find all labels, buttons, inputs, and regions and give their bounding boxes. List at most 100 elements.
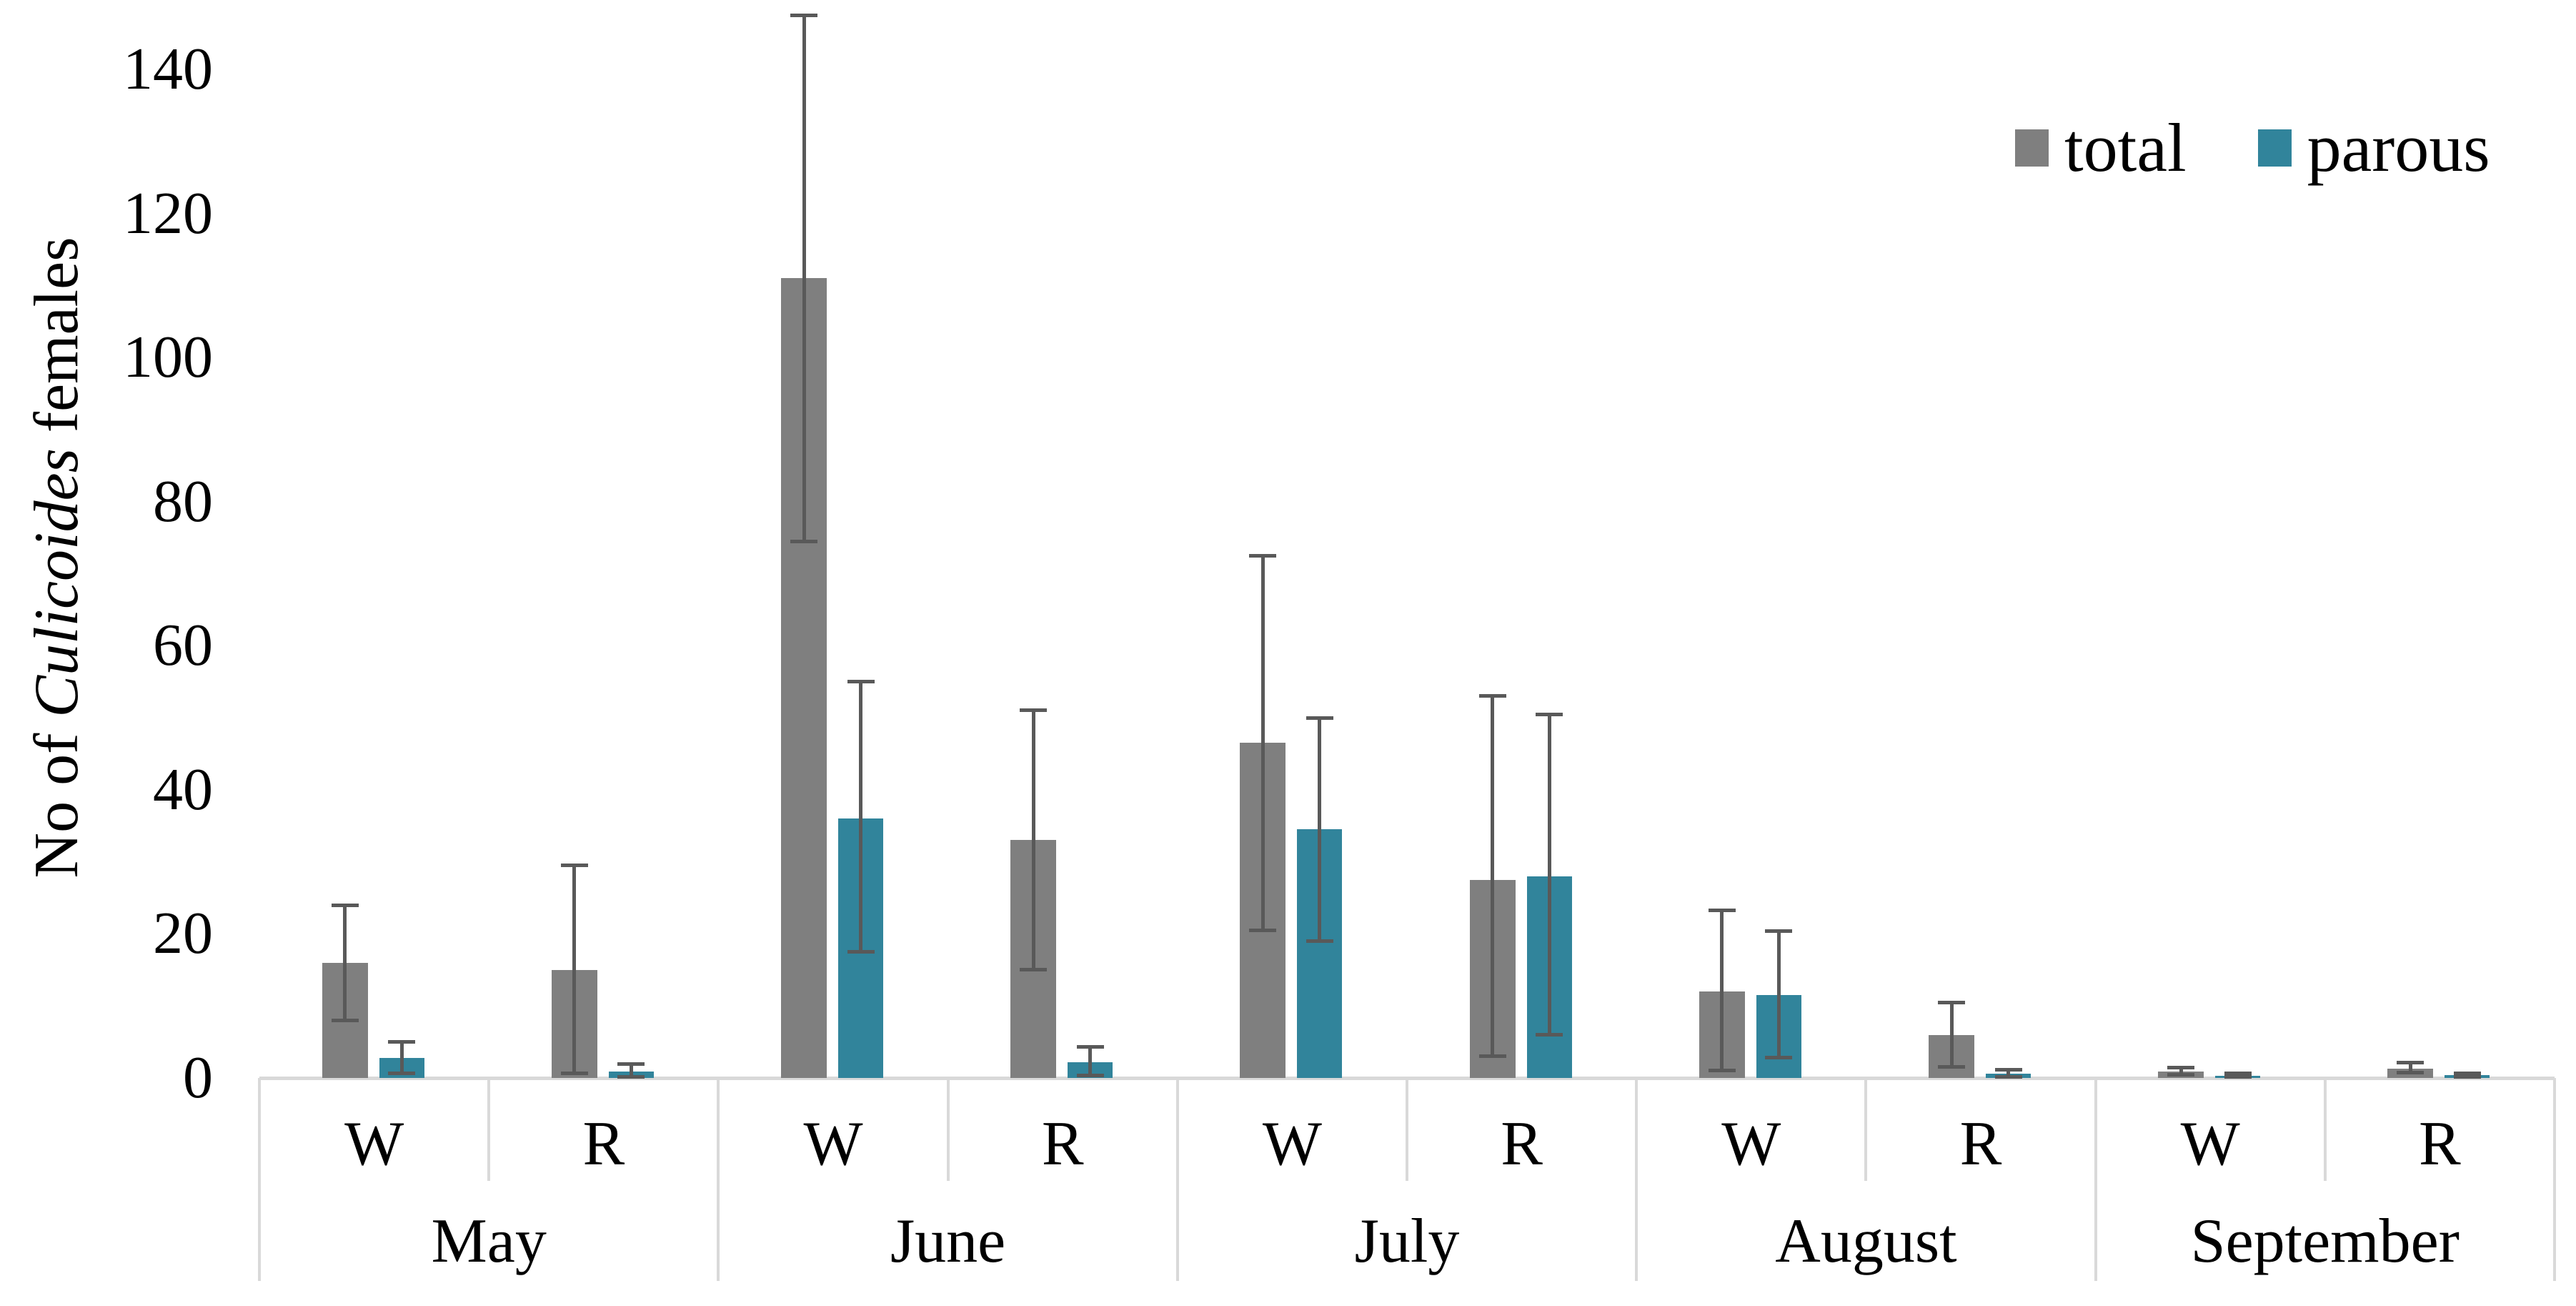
- error-bar-cap-top-total: [2397, 1061, 2425, 1065]
- error-bar-cap-bottom-parous: [2224, 1075, 2252, 1079]
- month-label: May: [431, 1207, 547, 1276]
- month-separator-line: [1635, 1078, 1638, 1281]
- error-bar-cap-bottom-parous: [617, 1075, 645, 1079]
- y-tick-label: 140: [123, 36, 213, 102]
- error-bar-line-parous: [1318, 718, 1322, 941]
- error-bar-cap-bottom-total: [1249, 928, 1277, 932]
- site-label: R: [1041, 1109, 1084, 1179]
- site-label: R: [1501, 1109, 1543, 1179]
- error-bar-cap-top-parous: [1536, 712, 1563, 716]
- month-label: August: [1775, 1207, 1957, 1276]
- month-separator-line: [2553, 1078, 2556, 1281]
- error-bar-cap-top-total: [560, 864, 588, 868]
- site-separator-line: [1406, 1078, 1408, 1181]
- error-bar-cap-bottom-total: [1478, 1054, 1506, 1059]
- error-bar-line-total: [802, 15, 806, 542]
- error-bar-cap-top-total: [331, 903, 359, 907]
- y-tick-label: 20: [153, 900, 213, 967]
- error-bar-cap-bottom-total: [331, 1018, 359, 1022]
- error-bar-cap-bottom-parous: [2453, 1075, 2481, 1079]
- error-bar-cap-bottom-parous: [1076, 1074, 1104, 1078]
- legend-label-parous: parous: [2307, 109, 2490, 186]
- error-bar-cap-top-parous: [2453, 1072, 2481, 1076]
- error-bar-cap-bottom-parous: [847, 950, 875, 954]
- y-tick-label: 120: [123, 179, 213, 247]
- error-bar-cap-top-parous: [1076, 1045, 1104, 1049]
- error-bar-line-total: [1260, 555, 1265, 931]
- error-bar-line-parous: [2236, 1073, 2240, 1077]
- error-bar-cap-top-total: [1708, 908, 1736, 912]
- error-bar-cap-bottom-parous: [1536, 1033, 1563, 1037]
- site-label: W: [1262, 1109, 1322, 1179]
- month-separator-line: [717, 1078, 720, 1281]
- legend: total parous: [2015, 109, 2490, 186]
- legend-swatch-parous: [2257, 129, 2292, 167]
- error-bar-cap-bottom-parous: [1994, 1075, 2022, 1079]
- legend-label-total: total: [2064, 109, 2187, 186]
- error-bar-line-parous: [1088, 1047, 1093, 1076]
- month-label: June: [890, 1207, 1006, 1276]
- error-bar-cap-bottom-total: [560, 1072, 588, 1076]
- error-bar-cap-top-total: [1478, 694, 1506, 698]
- legend-swatch-total: [2015, 129, 2049, 167]
- error-bar-cap-bottom-parous: [388, 1072, 416, 1076]
- month-separator-line: [1175, 1078, 1179, 1281]
- error-bar-line-parous: [399, 1042, 404, 1074]
- legend-item-parous: parous: [2257, 109, 2490, 186]
- error-bar-line-parous: [2006, 1069, 2010, 1077]
- error-bar-cap-bottom-total: [2397, 1071, 2425, 1075]
- error-bar-cap-top-parous: [617, 1062, 645, 1067]
- error-bar-cap-top-parous: [847, 680, 875, 684]
- error-bar-cap-top-total: [1938, 1000, 1965, 1004]
- site-label: R: [582, 1109, 625, 1179]
- y-tick-label: 100: [123, 324, 213, 391]
- site-separator-line: [1864, 1078, 1868, 1181]
- y-tick-label: 80: [153, 468, 213, 535]
- month-label: July: [1354, 1207, 1460, 1276]
- y-tick-label: 40: [153, 756, 213, 823]
- error-bar-cap-bottom-total: [1020, 968, 1048, 972]
- month-separator-line: [258, 1078, 261, 1281]
- error-bar-cap-top-total: [1249, 553, 1277, 558]
- error-bar-cap-bottom-total: [1938, 1065, 1965, 1069]
- error-bar-cap-bottom-total: [790, 539, 817, 543]
- error-bar-line-parous: [1547, 714, 1551, 1035]
- error-bar-cap-bottom-total: [2167, 1073, 2195, 1077]
- error-bar-line-parous: [2465, 1073, 2470, 1077]
- month-label: September: [2190, 1207, 2460, 1276]
- site-separator-line: [487, 1078, 491, 1181]
- site-separator-line: [946, 1078, 950, 1181]
- error-bar-line-total: [343, 905, 347, 1021]
- site-label: R: [1959, 1109, 2002, 1179]
- y-tick-label: 0: [183, 1044, 213, 1111]
- error-bar-cap-top-parous: [388, 1040, 416, 1044]
- error-bar-line-total: [1491, 696, 1495, 1057]
- error-bar-cap-bottom-parous: [1306, 939, 1333, 943]
- error-bar-line-parous: [859, 681, 862, 952]
- error-bar-cap-top-total: [2167, 1066, 2195, 1070]
- site-label: W: [803, 1109, 863, 1179]
- error-bar-cap-top-parous: [1306, 716, 1333, 720]
- error-bar-line-total: [2408, 1062, 2412, 1073]
- site-label: W: [1721, 1109, 1781, 1179]
- error-bar-line-total: [572, 865, 577, 1074]
- error-bar-cap-top-total: [1020, 708, 1048, 713]
- site-label: R: [2419, 1109, 2461, 1179]
- error-bar-line-total: [2179, 1067, 2183, 1075]
- site-label: W: [2180, 1109, 2240, 1179]
- error-bar-line-parous: [629, 1064, 633, 1077]
- month-separator-line: [2094, 1078, 2097, 1281]
- site-separator-line: [2323, 1078, 2327, 1181]
- error-bar-cap-bottom-total: [1708, 1069, 1736, 1073]
- site-label: W: [344, 1109, 404, 1179]
- y-tick-label: 60: [153, 612, 213, 679]
- error-bar-cap-bottom-parous: [1765, 1056, 1793, 1060]
- error-bar-line-total: [1031, 710, 1035, 970]
- error-bar-line-total: [1949, 1002, 1954, 1067]
- error-bar-cap-top-parous: [2224, 1072, 2252, 1076]
- legend-item-total: total: [2015, 109, 2187, 186]
- error-bar-cap-top-parous: [1765, 929, 1793, 933]
- error-bar-cap-top-parous: [1994, 1068, 2022, 1072]
- error-bar-line-total: [1720, 910, 1724, 1071]
